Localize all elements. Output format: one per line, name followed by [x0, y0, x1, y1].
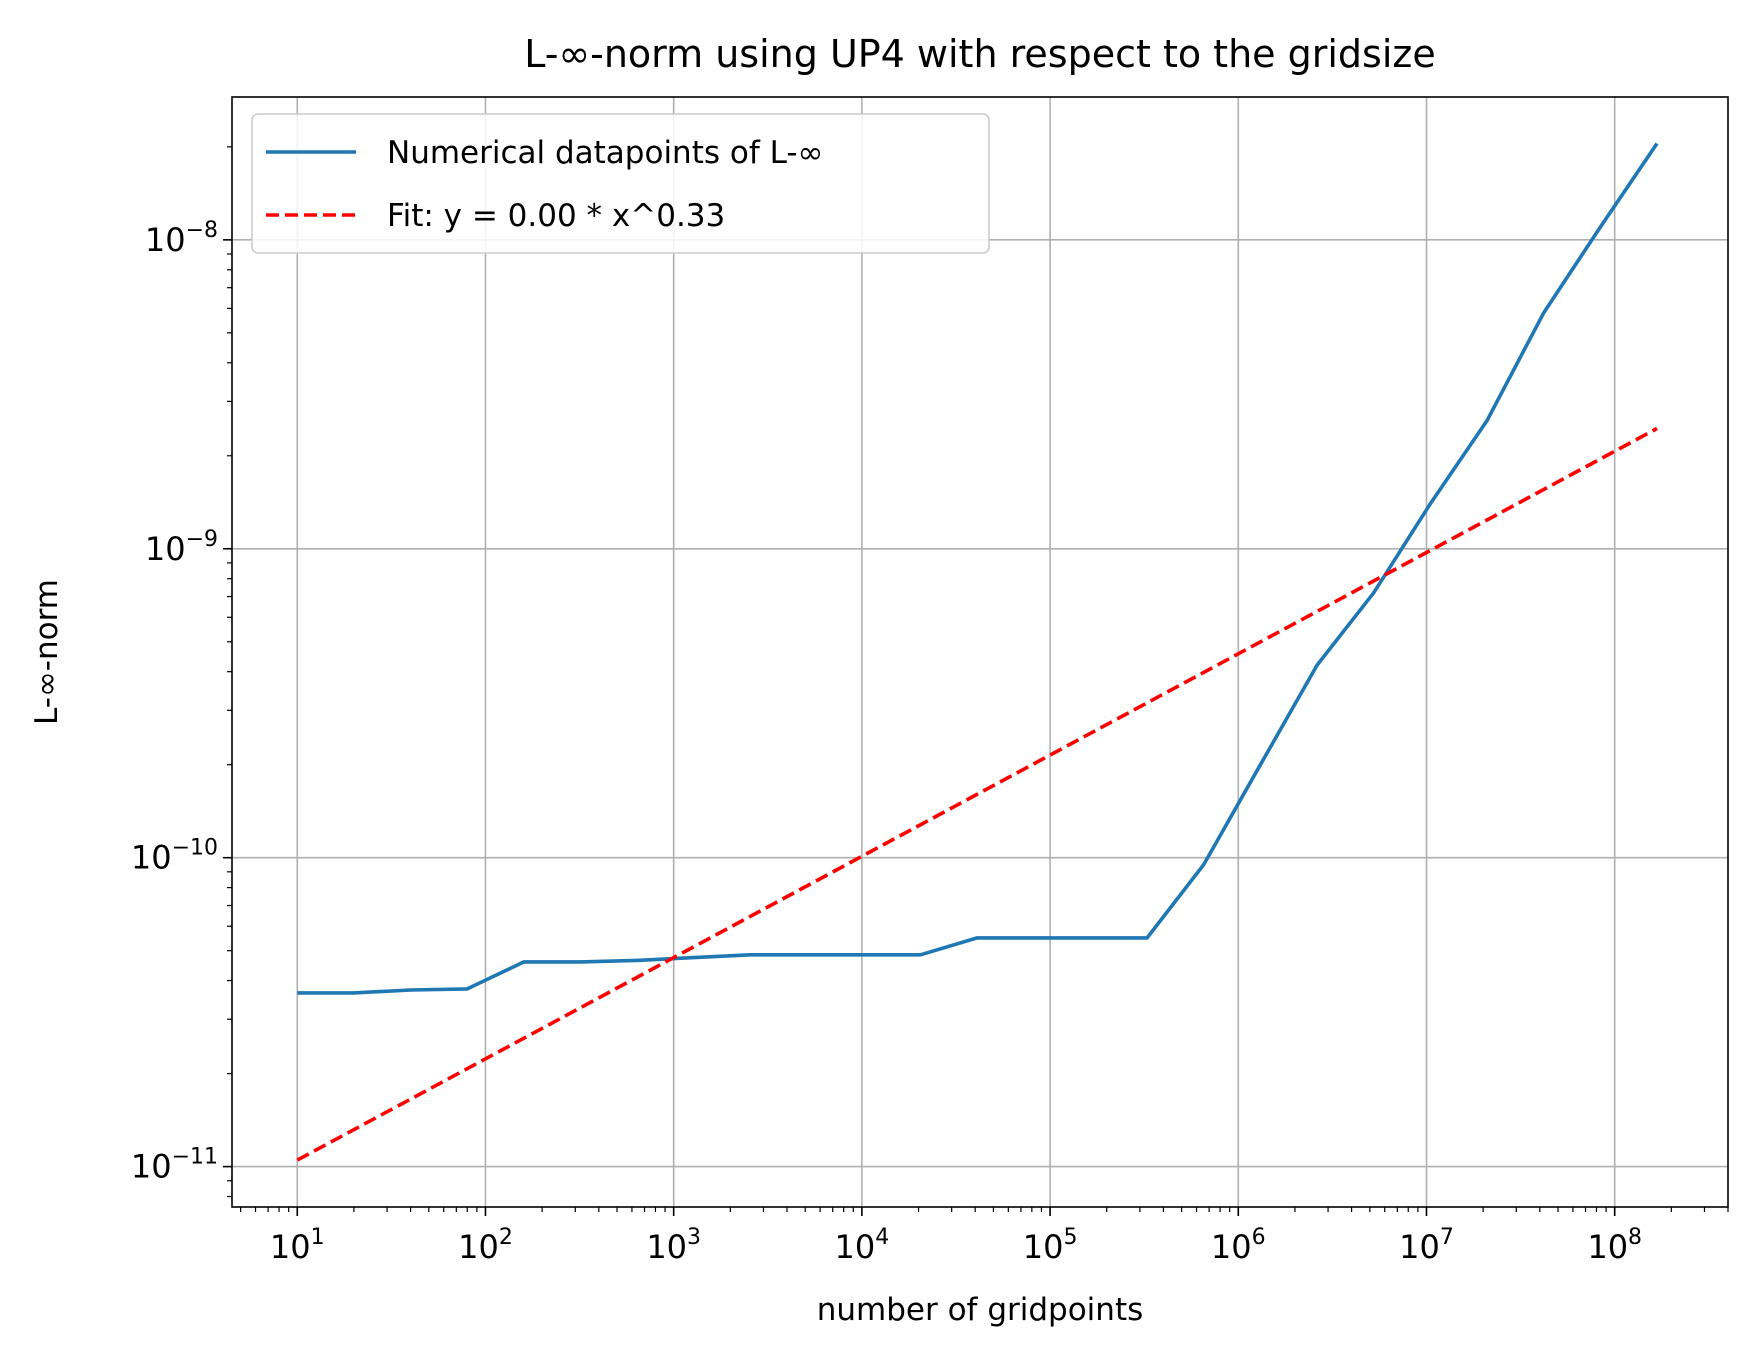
x-tick-exponent: 2 — [499, 1225, 513, 1250]
x-tick-base: 10 — [1399, 1228, 1440, 1266]
legend-box — [251, 113, 990, 254]
y-tick-base: 10 — [131, 1148, 172, 1186]
x-tick-base: 10 — [835, 1228, 876, 1266]
x-tick-base: 10 — [646, 1228, 687, 1266]
y-tick-base: 10 — [145, 221, 186, 259]
x-tick-exponent: 4 — [875, 1225, 889, 1250]
x-tick-exponent: 6 — [1252, 1225, 1266, 1250]
y-tick-base: 10 — [145, 530, 186, 568]
y-axis-label: L-∞-norm — [29, 579, 65, 725]
x-tick-label: 106 — [1211, 1225, 1266, 1266]
x-tick-label: 105 — [1023, 1225, 1078, 1266]
y-tick-exponent: −10 — [172, 836, 218, 861]
grid-lines — [232, 97, 1728, 1207]
chart-title: L-∞-norm using UP4 with respect to the g… — [524, 32, 1435, 76]
legend: Numerical datapoints of L-∞ Fit: y = 0.0… — [251, 113, 990, 254]
x-tick-exponent: 5 — [1063, 1225, 1077, 1250]
x-tick-exponent: 7 — [1440, 1225, 1454, 1250]
x-tick-label: 103 — [646, 1225, 701, 1266]
y-tick-exponent: −11 — [172, 1145, 218, 1170]
y-tick-label: 10−10 — [131, 836, 218, 877]
x-tick-label: 107 — [1399, 1225, 1454, 1266]
y-tick-base: 10 — [131, 839, 172, 877]
x-tick-base: 10 — [458, 1228, 499, 1266]
y-tick-exponent: −9 — [186, 527, 218, 552]
legend-label-fit: Fit: y = 0.00 * x^0.33 — [387, 198, 725, 234]
y-tick-label: 10−9 — [145, 527, 218, 568]
x-tick-exponent: 8 — [1628, 1225, 1642, 1250]
y-tick-label: 10−8 — [145, 218, 218, 259]
minor-ticks — [227, 146, 1729, 1212]
major-ticks — [223, 239, 1616, 1216]
x-tick-base: 10 — [1211, 1228, 1252, 1266]
x-tick-exponent: 1 — [311, 1225, 325, 1250]
x-tick-base: 10 — [270, 1228, 311, 1266]
x-tick-label: 101 — [270, 1225, 325, 1266]
fit-line — [296, 426, 1658, 1162]
y-tick-exponent: −8 — [186, 218, 218, 243]
x-tick-exponent: 3 — [687, 1225, 701, 1250]
x-tick-base: 10 — [1587, 1228, 1628, 1266]
x-tick-label: 102 — [458, 1225, 513, 1266]
legend-label-numerical: Numerical datapoints of L-∞ — [387, 135, 823, 171]
y-tick-label: 10−11 — [131, 1145, 218, 1186]
x-tick-base: 10 — [1023, 1228, 1064, 1266]
x-tick-labels: 101 102 103 104 105 106 107 108 — [270, 1225, 1642, 1266]
x-tick-label: 108 — [1587, 1225, 1642, 1266]
x-axis-label: number of gridpoints — [817, 1292, 1144, 1328]
plot-frame — [231, 96, 1729, 1208]
x-tick-label: 104 — [835, 1225, 890, 1266]
series-layer — [296, 142, 1659, 1162]
data-series-line — [297, 142, 1659, 995]
